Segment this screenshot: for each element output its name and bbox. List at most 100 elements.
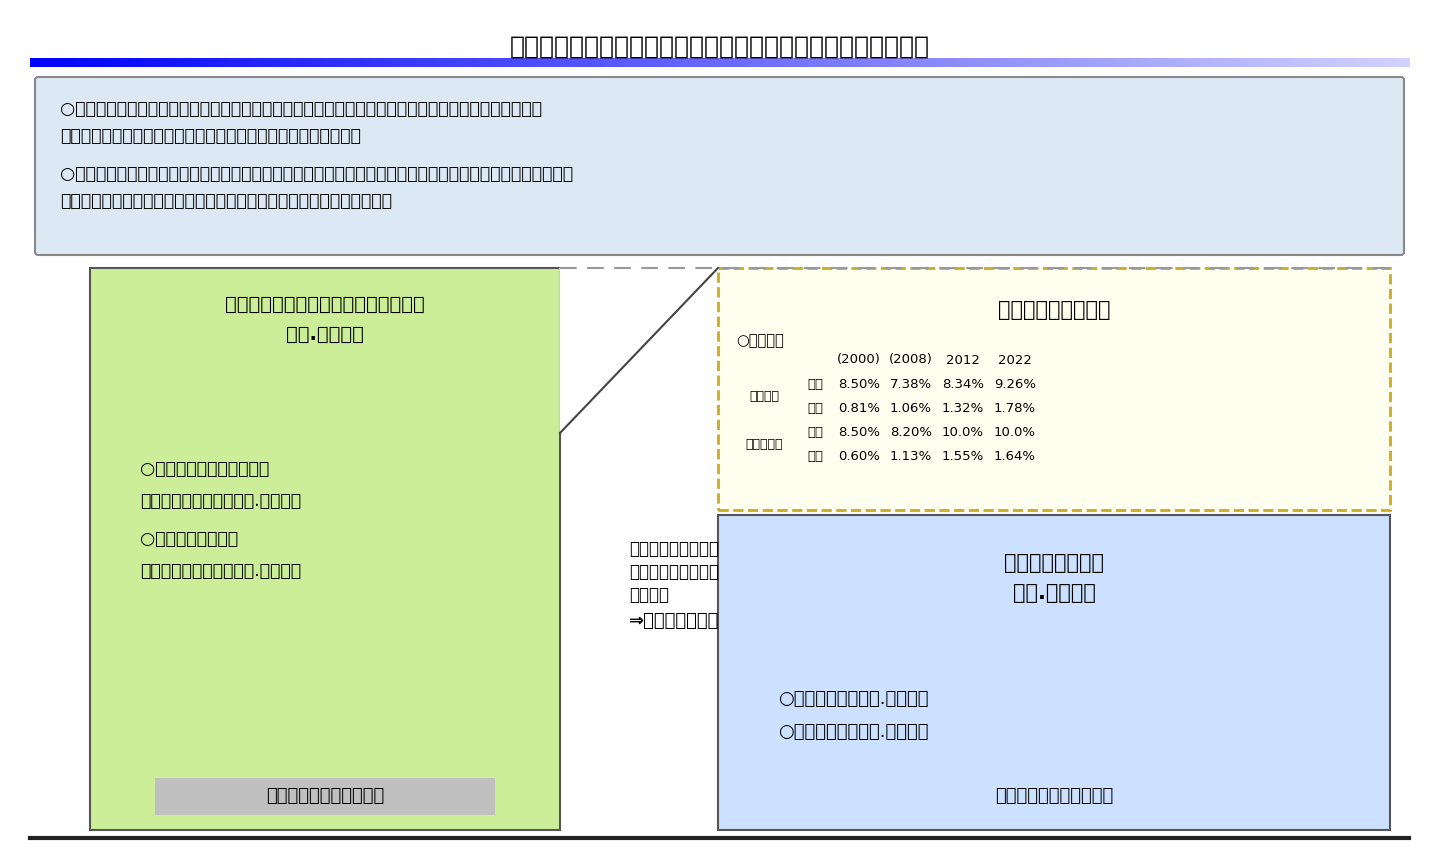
Bar: [68, 58, 72, 67]
Bar: [265, 58, 269, 67]
Bar: [1320, 58, 1324, 67]
Bar: [1105, 58, 1109, 67]
Bar: [89, 58, 92, 67]
Text: 医療: 医療: [807, 377, 823, 390]
Bar: [712, 58, 717, 67]
Bar: [289, 58, 292, 67]
Bar: [478, 58, 482, 67]
Bar: [275, 58, 279, 67]
Bar: [902, 58, 907, 67]
Bar: [1071, 58, 1075, 67]
Bar: [1171, 58, 1176, 67]
Bar: [458, 58, 462, 67]
Bar: [250, 58, 255, 67]
Bar: [112, 58, 117, 67]
Bar: [1261, 58, 1265, 67]
Text: 0.81%: 0.81%: [837, 401, 881, 415]
Bar: [1058, 58, 1062, 67]
Bar: [1347, 58, 1351, 67]
Bar: [1396, 58, 1399, 67]
Bar: [216, 58, 220, 67]
Bar: [1150, 58, 1154, 67]
Bar: [1043, 58, 1048, 67]
Bar: [174, 58, 178, 67]
Bar: [354, 58, 358, 67]
Bar: [661, 58, 665, 67]
Bar: [581, 58, 586, 67]
Bar: [78, 58, 82, 67]
Bar: [823, 58, 827, 67]
Bar: [1384, 58, 1389, 67]
Bar: [1364, 58, 1368, 67]
Bar: [450, 58, 455, 67]
Bar: [722, 58, 727, 67]
Bar: [196, 58, 200, 67]
Bar: [786, 58, 789, 67]
Text: 協会けんぽ: 協会けんぽ: [745, 438, 783, 450]
Bar: [119, 58, 124, 67]
Bar: [833, 420, 885, 444]
Bar: [613, 58, 616, 67]
Bar: [1122, 58, 1127, 67]
Bar: [95, 58, 99, 67]
Bar: [885, 444, 937, 468]
Bar: [878, 58, 882, 67]
Bar: [272, 58, 275, 67]
Bar: [155, 778, 495, 815]
Bar: [60, 58, 65, 67]
Text: 医療・介護に係る保険給付費等の伸び: 医療・介護に係る保険給付費等の伸び: [224, 295, 425, 314]
Bar: [40, 58, 45, 67]
Bar: [519, 58, 524, 67]
Bar: [806, 58, 810, 67]
Bar: [871, 58, 875, 67]
Text: 保険料率引き上げ等: 保険料率引き上げ等: [997, 300, 1111, 320]
Bar: [403, 58, 406, 67]
Bar: [1189, 58, 1193, 67]
Bar: [596, 58, 599, 67]
Bar: [1140, 58, 1144, 67]
Text: ＋２.８％／年: ＋２.８％／年: [286, 325, 364, 344]
Bar: [633, 58, 637, 67]
Text: 1.32%: 1.32%: [943, 401, 984, 415]
Bar: [396, 58, 400, 67]
Bar: [137, 58, 141, 67]
Bar: [413, 58, 417, 67]
Bar: [944, 58, 947, 67]
Bar: [141, 58, 144, 67]
Bar: [796, 58, 799, 67]
Bar: [364, 58, 368, 67]
Bar: [937, 58, 941, 67]
Bar: [964, 58, 968, 67]
Bar: [718, 268, 1390, 510]
Bar: [157, 58, 161, 67]
FancyBboxPatch shape: [35, 77, 1404, 255]
Bar: [888, 58, 892, 67]
Bar: [465, 58, 468, 67]
Bar: [460, 58, 465, 67]
Bar: [799, 444, 833, 468]
Text: 医療: 医療: [807, 426, 823, 438]
Bar: [653, 58, 658, 67]
Text: (2000): (2000): [837, 354, 881, 366]
Bar: [226, 58, 230, 67]
Bar: [751, 58, 754, 67]
Bar: [1322, 58, 1327, 67]
Bar: [1268, 58, 1272, 67]
Bar: [1354, 58, 1358, 67]
Bar: [322, 58, 327, 67]
Bar: [117, 58, 119, 67]
Bar: [475, 58, 479, 67]
Bar: [967, 58, 971, 67]
Text: ⇒保険料率は上昇: ⇒保険料率は上昇: [629, 612, 720, 630]
Bar: [1167, 58, 1171, 67]
Bar: [1095, 58, 1099, 67]
Bar: [1236, 58, 1240, 67]
Bar: [420, 58, 423, 67]
Bar: [937, 348, 989, 372]
Bar: [609, 58, 613, 67]
Bar: [1065, 58, 1068, 67]
Bar: [1213, 58, 1216, 67]
Bar: [1312, 58, 1317, 67]
Text: 保険給付費等の伸び: 保険給付費等の伸び: [629, 540, 720, 558]
Bar: [761, 58, 764, 67]
